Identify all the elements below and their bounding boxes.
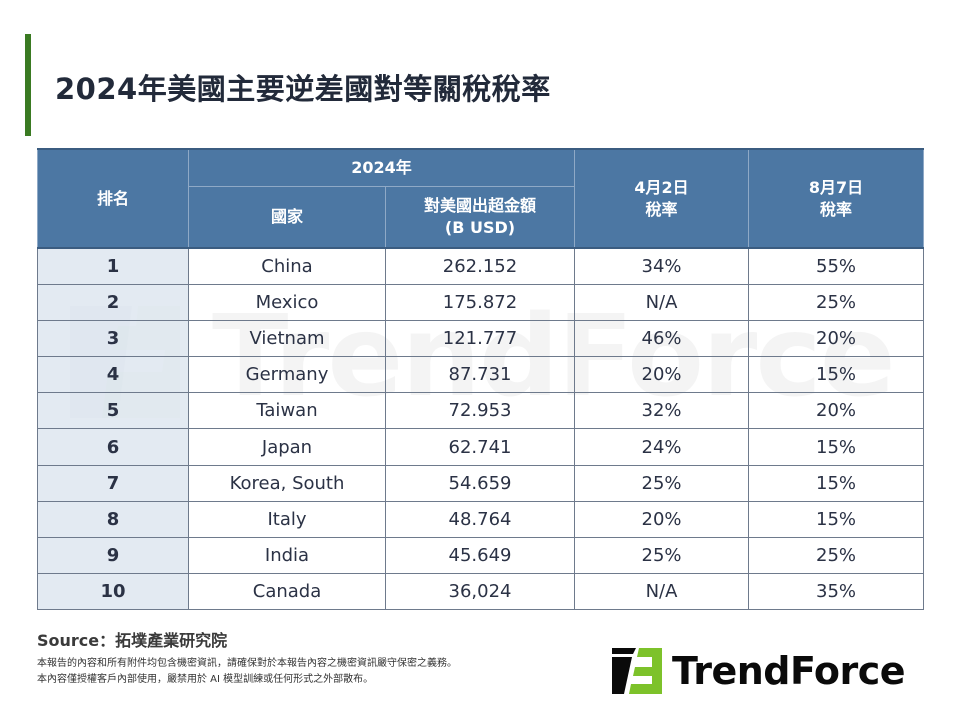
cell-surplus: 45.649	[384, 536, 576, 575]
source-note: Source：拓墣產業研究院	[37, 631, 228, 650]
cell-rank: 4	[37, 356, 189, 394]
cell-rate-aug7: 25%	[748, 536, 925, 575]
cell-rate-apr2: N/A	[574, 283, 750, 321]
cell-surplus: 36,024	[384, 573, 576, 611]
cell-surplus: 48.764	[384, 500, 576, 539]
header-surplus: 對美國出超金額 (B USD)	[384, 185, 576, 249]
header-year-group: 2024年	[187, 148, 576, 187]
table-row: 2 Mexico 175.872 N/A 25%	[37, 283, 925, 321]
cell-rate-apr2: 25%	[574, 464, 750, 502]
cell-surplus: 54.659	[384, 464, 576, 502]
cell-rate-apr2: 20%	[574, 356, 750, 394]
trendforce-logo-icon	[612, 648, 662, 694]
cell-country: Vietnam	[188, 319, 386, 358]
header-rate-apr2: 4月2日 稅率	[574, 148, 750, 249]
header-rate-aug7: 8月7日 稅率	[748, 148, 925, 249]
cell-rate-aug7: 35%	[748, 573, 925, 611]
cell-rank: 1	[37, 246, 189, 285]
cell-surplus: 175.872	[384, 283, 576, 321]
cell-rate-apr2: 20%	[574, 500, 750, 539]
cell-country: India	[188, 536, 386, 575]
page-title: 2024年美國主要逆差國對等關稅稅率	[55, 72, 551, 106]
cell-rank: 2	[37, 283, 189, 321]
cell-rate-aug7: 15%	[748, 464, 925, 502]
header-surplus-label: 對美國出超金額	[424, 195, 537, 215]
cell-country: Italy	[188, 500, 386, 539]
table-row: 7 Korea, South 54.659 25% 15%	[37, 464, 925, 502]
cell-surplus: 262.152	[384, 246, 576, 285]
cell-country: Germany	[188, 356, 386, 394]
cell-rank: 3	[37, 319, 189, 358]
cell-rank: 9	[37, 536, 189, 575]
trendforce-logo-text: TrendForce	[672, 649, 906, 693]
cell-rate-apr2: 46%	[574, 319, 750, 358]
table-body: 1 China 262.152 34% 55% 2 Mexico 175.872…	[37, 246, 925, 611]
title-accent-bar	[25, 34, 31, 136]
cell-rate-apr2: N/A	[574, 573, 750, 611]
tariff-table-container: 排名 2024年 4月2日 稅率 8月7日 稅率 國家 對美國出超金額 (B U…	[37, 148, 925, 611]
cell-rate-apr2: 24%	[574, 428, 750, 466]
cell-country: Canada	[188, 573, 386, 611]
cell-country: China	[188, 246, 386, 285]
cell-rate-aug7: 20%	[748, 319, 925, 358]
cell-rank: 5	[37, 392, 189, 430]
cell-rate-apr2: 25%	[574, 536, 750, 575]
cell-rank: 10	[37, 573, 189, 611]
table-row: 8 Italy 48.764 20% 15%	[37, 500, 925, 539]
header-rate-apr2-date: 4月2日	[634, 177, 689, 197]
cell-rate-aug7: 15%	[748, 500, 925, 539]
trendforce-logo: TrendForce	[612, 646, 906, 696]
table-row: 6 Japan 62.741 24% 15%	[37, 428, 925, 466]
table-row: 4 Germany 87.731 20% 15%	[37, 356, 925, 394]
cell-rate-aug7: 55%	[748, 246, 925, 285]
header-surplus-unit: (B USD)	[444, 217, 516, 237]
disclaimer-line-2: 本內容僅授權客戶內部使用，嚴禁用於 AI 模型訓練或任何形式之外部散布。	[37, 674, 374, 685]
tariff-table: 排名 2024年 4月2日 稅率 8月7日 稅率 國家 對美國出超金額 (B U…	[37, 148, 925, 611]
header-rate-apr2-label: 稅率	[645, 199, 678, 219]
header-country: 國家	[188, 185, 386, 249]
table-row: 5 Taiwan 72.953 32% 20%	[37, 392, 925, 430]
cell-surplus: 121.777	[384, 319, 576, 358]
header-rank: 排名	[37, 148, 189, 249]
cell-rate-aug7: 25%	[748, 283, 925, 321]
table-row: 3 Vietnam 121.777 46% 20%	[37, 319, 925, 358]
cell-country: Korea, South	[188, 464, 386, 502]
cell-rate-apr2: 32%	[574, 392, 750, 430]
cell-rate-aug7: 20%	[748, 392, 925, 430]
cell-surplus: 72.953	[384, 392, 576, 430]
cell-country: Japan	[188, 428, 386, 466]
cell-rank: 7	[37, 464, 189, 502]
cell-rate-aug7: 15%	[748, 356, 925, 394]
cell-country: Mexico	[188, 283, 386, 321]
header-rate-aug7-label: 稅率	[820, 199, 853, 219]
cell-rank: 8	[37, 500, 189, 539]
cell-rate-aug7: 15%	[748, 428, 925, 466]
cell-rank: 6	[37, 428, 189, 466]
cell-surplus: 62.741	[384, 428, 576, 466]
disclaimer-line-1: 本報告的內容和所有附件均包含機密資訊，請確保對於本報告內容之機密資訊嚴守保密之義…	[37, 658, 457, 669]
header-rate-aug7-date: 8月7日	[808, 177, 864, 197]
cell-rate-apr2: 34%	[574, 246, 750, 285]
cell-surplus: 87.731	[384, 356, 576, 394]
cell-country: Taiwan	[188, 392, 386, 430]
table-row: 1 China 262.152 34% 55%	[37, 246, 925, 285]
table-row: 9 India 45.649 25% 25%	[37, 536, 925, 575]
table-row: 10 Canada 36,024 N/A 35%	[37, 573, 925, 611]
